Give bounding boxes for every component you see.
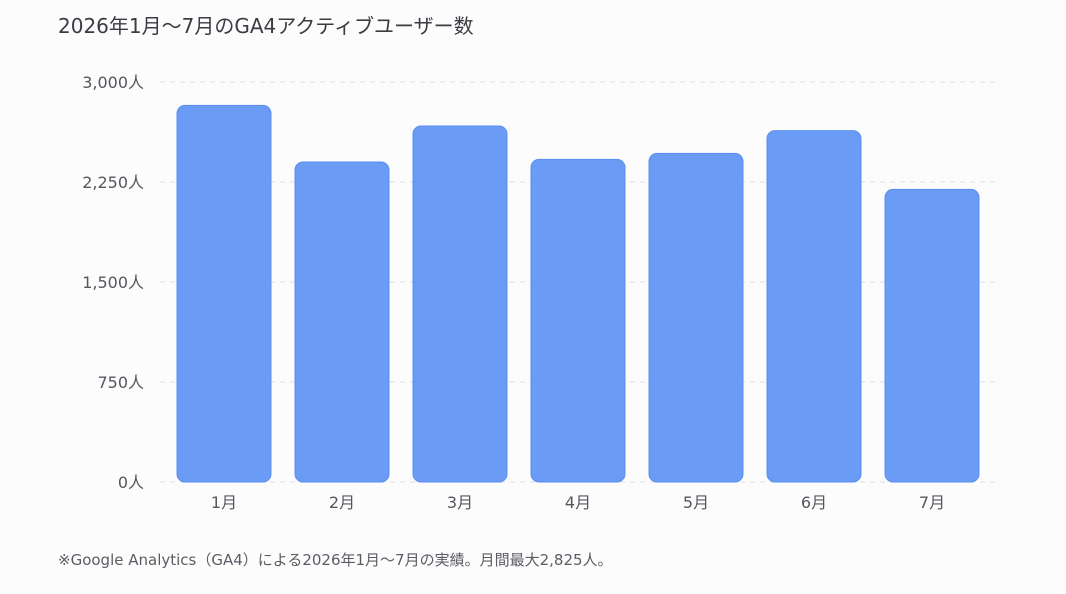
- x-tick-label: 3月: [447, 493, 473, 512]
- bar: [176, 104, 272, 483]
- y-axis-ticks: 0人 750人 1,500人 2,250人 3,000人: [82, 73, 144, 492]
- bar: [884, 188, 980, 483]
- x-tick-label: 4月: [565, 493, 591, 512]
- x-tick-label: 6月: [801, 493, 827, 512]
- bar: [530, 158, 626, 483]
- x-tick-label: 2月: [329, 493, 355, 512]
- y-tick-label: 750人: [97, 373, 144, 392]
- y-tick-label: 1,500人: [82, 273, 144, 292]
- x-tick-label: 7月: [919, 493, 945, 512]
- x-tick-label: 1月: [211, 493, 237, 512]
- footnote: ※Google Analytics（GA4）による2026年1月〜7月の実績。月…: [58, 551, 613, 569]
- x-axis-ticks: 1月 2月 3月 4月 5月 6月 7月: [211, 493, 945, 512]
- x-tick-label: 5月: [683, 493, 709, 512]
- bar: [294, 161, 390, 483]
- y-tick-label: 0人: [118, 473, 144, 492]
- bar: [412, 125, 508, 483]
- y-tick-label: 3,000人: [82, 73, 144, 92]
- bars: [176, 104, 980, 483]
- bar: [766, 130, 862, 483]
- y-tick-label: 2,250人: [82, 173, 144, 192]
- bar: [648, 152, 744, 483]
- chart-title: 2026年1月〜7月のGA4アクティブユーザー数: [58, 14, 474, 38]
